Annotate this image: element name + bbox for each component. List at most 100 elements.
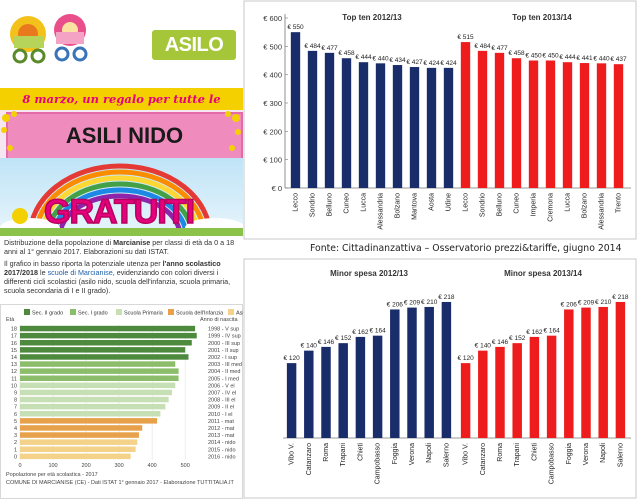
category-label: Imperia xyxy=(531,193,538,216)
desc-p2-post: , evidenziando con colori diversi i diff… xyxy=(4,268,231,295)
bar-value-label: € 458 xyxy=(338,50,355,57)
bar-value-label: € 162 xyxy=(352,329,369,336)
category-label: Cuneo xyxy=(344,193,351,214)
age-chart-x-title: Popolazione per età scolastica - 2017 xyxy=(6,472,98,478)
scuole-link[interactable]: scuole di Marcianise xyxy=(47,268,113,277)
description-paragraph-1: Distribuzione della popolazione di Marci… xyxy=(4,238,240,256)
price-charts-panel: € 0 € 100 € 200 € 300 € 400 € 500 € 600 Top ten… xyxy=(243,0,637,499)
age-label: 5 xyxy=(14,419,17,425)
legend-label: Sec. II grado xyxy=(32,311,63,317)
legend-swatch xyxy=(168,309,174,315)
bar-value-label: € 444 xyxy=(355,54,372,61)
age-chart-svg: Sec. II grado Sec. I grado Scuola Primaria… xyxy=(0,304,261,499)
bar xyxy=(495,346,505,438)
category-label: Chieti xyxy=(357,443,364,461)
category-label: Belluno xyxy=(327,193,334,216)
birth-year-label: 2008 - III el xyxy=(208,398,236,404)
description-text: Distribuzione della popolazione di Marci… xyxy=(4,238,240,298)
bar xyxy=(338,343,348,438)
category-label: Lucca xyxy=(565,193,572,212)
bar xyxy=(613,64,624,188)
bar-value-label: € 162 xyxy=(526,329,543,336)
description-paragraph-2: Il grafico in basso riporta la potenzial… xyxy=(4,259,240,295)
category-label: Alessandria xyxy=(599,193,606,230)
bar xyxy=(546,335,557,438)
category-label: Trapani xyxy=(514,443,521,467)
age-label: 1 xyxy=(14,447,17,453)
age-label: 15 xyxy=(11,348,17,354)
legend-swatch xyxy=(70,309,76,315)
bar-value-label: € 218 xyxy=(612,294,629,301)
category-label: Catanzaro xyxy=(480,443,487,475)
bar-value-label: € 477 xyxy=(491,45,508,52)
desc-p1-pre: Distribuzione della popolazione di xyxy=(4,238,114,247)
bar-value-label: € 450 xyxy=(525,53,542,60)
desc-p1-bold: Marcianise xyxy=(113,238,151,247)
bar-value-label: € 140 xyxy=(475,343,492,350)
bar xyxy=(478,350,488,438)
age-bar xyxy=(20,347,186,353)
age-label: 2 xyxy=(14,440,17,446)
category-label: Udine xyxy=(446,193,453,211)
poster-gratuiti: GRATUITI xyxy=(43,193,196,231)
category-label: Sondrio xyxy=(310,193,317,217)
category-label: Mantova xyxy=(412,193,419,220)
bar-value-label: € 434 xyxy=(389,57,406,64)
age-label: 11 xyxy=(11,376,17,382)
asilo-nido-logo: ASILO NIDO xyxy=(152,30,236,86)
age-axis-title: Età xyxy=(6,317,15,323)
age-bar xyxy=(20,396,169,403)
age-label: 9 xyxy=(14,391,17,397)
age-bar xyxy=(20,418,158,424)
age-bar xyxy=(20,389,172,396)
birth-year-title: Anno di nascita xyxy=(200,317,239,323)
birth-year-label: 2009 - II el xyxy=(208,405,234,411)
bar xyxy=(460,42,471,189)
chart-title: Minor spesa 2012/13 xyxy=(330,269,408,278)
age-label: 4 xyxy=(14,426,17,432)
bar xyxy=(477,50,488,188)
y-tick-label: € 0 xyxy=(272,184,282,193)
x-tick-label: 400 xyxy=(148,463,157,469)
category-label: Verona xyxy=(583,443,590,465)
bar xyxy=(564,309,574,438)
category-label: Lucca xyxy=(361,193,368,212)
birth-year-label: 2002 - I sup xyxy=(208,355,237,361)
bar-value-label: € 440 xyxy=(593,55,610,62)
age-label: 8 xyxy=(14,398,17,404)
legend-swatch xyxy=(228,309,234,315)
age-bar xyxy=(20,354,189,360)
bar-value-label: € 164 xyxy=(369,328,386,335)
bar xyxy=(390,309,400,438)
bar xyxy=(460,363,471,438)
age-label: 12 xyxy=(11,369,17,375)
age-bar xyxy=(20,446,136,452)
birth-year-label: 2012 - mat xyxy=(208,426,235,432)
bar xyxy=(528,60,539,188)
bar xyxy=(286,363,297,438)
bar-value-label: € 206 xyxy=(387,301,404,308)
category-label: Napoli xyxy=(426,443,433,463)
category-label: Catanzaro xyxy=(306,443,313,475)
source-note: Fonte: Cittadinanzattiva – Osservatorio … xyxy=(310,243,622,254)
bar xyxy=(512,343,522,438)
bar-value-label: € 120 xyxy=(283,355,300,362)
category-label: Campobasso xyxy=(375,443,382,484)
y-tick-label: € 300 xyxy=(263,99,282,108)
age-bar xyxy=(20,325,196,332)
y-tick-label: € 200 xyxy=(263,127,282,136)
bar xyxy=(307,50,318,188)
category-label: Lecco xyxy=(463,193,470,212)
bar-value-label: € 210 xyxy=(421,299,438,306)
age-population-chart: Sec. II grado Sec. I grado Scuola Primaria… xyxy=(0,304,261,499)
legend-swatch xyxy=(24,309,30,315)
category-label: Trapani xyxy=(340,443,347,467)
desc-p2-pre: Il grafico in basso riporta la potenzial… xyxy=(4,259,163,268)
age-bar xyxy=(20,425,143,431)
poster-header: 8 marzo, un regalo per tutte le mamme: xyxy=(0,88,243,128)
mimosa-decoration xyxy=(1,111,241,151)
bar xyxy=(424,306,434,438)
bar-value-label: € 152 xyxy=(335,335,352,342)
birth-year-label: 2000 - III sup xyxy=(208,341,240,347)
bar xyxy=(511,58,522,188)
